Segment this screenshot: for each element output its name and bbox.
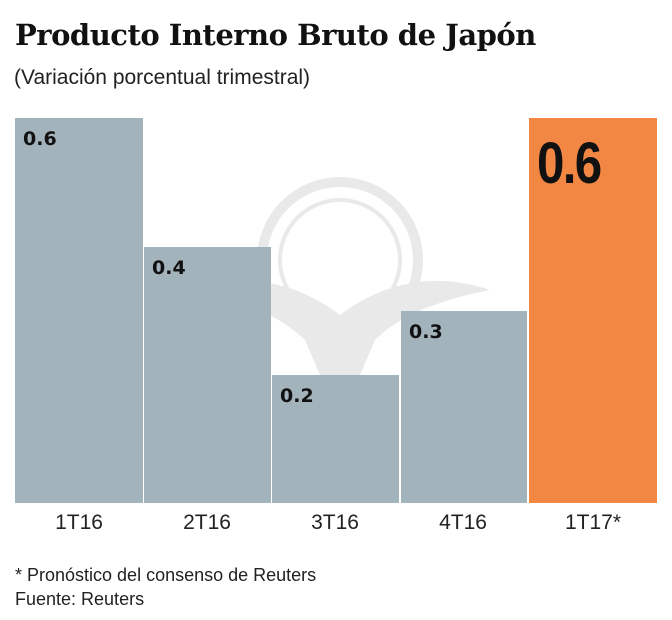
chart-title: Producto Interno Bruto de Japón xyxy=(15,18,536,52)
bar-1t17-forecast: 0.6 xyxy=(529,118,657,503)
bar-value-label: 0.2 xyxy=(280,385,314,407)
source-note: Fuente: Reuters xyxy=(15,589,145,609)
bar-value-label: 0.3 xyxy=(409,321,443,343)
bar-value-label-highlight: 0.6 xyxy=(537,131,602,196)
category-label: 2T16 xyxy=(183,511,231,534)
category-label: 1T16 xyxy=(55,511,103,534)
bar-3t16: 0.2 xyxy=(272,375,399,503)
bar-4t16: 0.3 xyxy=(401,311,527,503)
bar-value-label: 0.6 xyxy=(23,128,57,150)
bar-2t16: 0.4 xyxy=(144,247,271,503)
bar-1t16: 0.6 xyxy=(15,118,143,503)
category-label: 3T16 xyxy=(311,511,359,534)
footnote: * Pronóstico del consenso de Reuters xyxy=(15,565,317,585)
bar-value-label: 0.4 xyxy=(152,257,186,279)
chart-subtitle: (Variación porcentual trimestral) xyxy=(14,66,311,89)
category-label: 1T17* xyxy=(564,511,622,534)
category-label: 4T16 xyxy=(439,511,487,534)
